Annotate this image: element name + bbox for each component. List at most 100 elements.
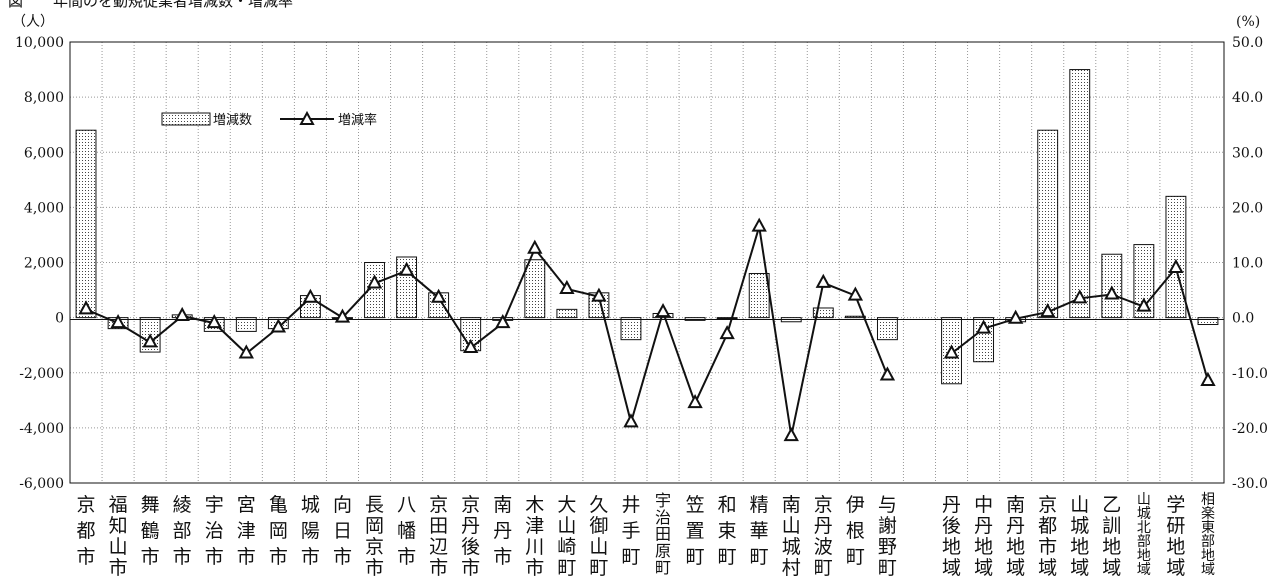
rate-marker — [398, 261, 415, 276]
x-tick-label: 与謝野町 — [878, 494, 897, 576]
y-left-tick-label: 2,000 — [24, 256, 64, 272]
x-tick-label: 舞鶴市 — [141, 494, 160, 568]
rate-marker — [270, 318, 287, 333]
rate-marker — [1072, 289, 1088, 304]
x-tick-label: 向日市 — [333, 494, 352, 568]
rate-marker — [1136, 297, 1152, 312]
x-tick-label: 城陽市 — [301, 494, 320, 568]
x-tick-label: 京都市 — [77, 494, 96, 568]
x-axis-labels: 京都市福知山市舞鶴市綾部市宇治市宮津市亀岡市城陽市向日市長岡京市八幡市京田辺市京… — [77, 491, 1215, 576]
rate-marker — [559, 279, 575, 294]
x-tick-label: 京丹波町 — [814, 494, 833, 576]
bar — [620, 317, 642, 341]
rate-marker — [238, 344, 254, 359]
x-tick-label: 南丹地域 — [1006, 494, 1025, 576]
x-tick-label: 笠置町 — [686, 494, 705, 568]
x-tick-label: 京田辺市 — [429, 494, 448, 576]
line-series — [78, 217, 1216, 442]
bar — [1165, 195, 1187, 319]
x-tick-label: 宮津市 — [237, 494, 256, 568]
x-tick-label: 乙訓地域 — [1102, 494, 1121, 576]
x-tick-label: 木津川市 — [525, 494, 544, 576]
x-tick-label: 相楽東部地域 — [1201, 492, 1215, 576]
rate-marker — [495, 314, 511, 329]
bar — [973, 317, 995, 363]
x-tick-label: 京丹後市 — [461, 494, 480, 576]
y-right-tick-label: 20.0 — [1232, 200, 1263, 216]
x-tick-label: 学研地域 — [1166, 494, 1185, 576]
x-tick-label: 長岡京市 — [365, 494, 384, 576]
rate-marker — [623, 413, 639, 428]
rate-marker — [366, 274, 383, 289]
rate-marker — [78, 300, 94, 315]
x-tick-label: 大山崎町 — [557, 494, 576, 576]
rate-marker — [302, 288, 319, 303]
y-right-tick-label: 50.0 — [1232, 35, 1263, 51]
x-tick-label: 南山城村 — [782, 494, 801, 576]
rate-marker — [463, 338, 479, 353]
rate-marker — [110, 314, 126, 329]
x-tick-label: 綾部市 — [173, 494, 192, 568]
plot-frame — [69, 41, 1225, 484]
bar — [235, 317, 257, 332]
bar — [748, 273, 770, 319]
legend: 増減数 増減率 — [161, 110, 377, 128]
rate-marker — [751, 217, 767, 232]
rate-marker — [430, 288, 447, 303]
rate-marker — [142, 333, 158, 348]
rate-marker — [879, 366, 896, 381]
bar — [812, 307, 834, 319]
bar — [1069, 69, 1091, 319]
rate-marker — [1200, 371, 1216, 387]
x-tick-label: 丹後地域 — [942, 494, 961, 576]
rate-marker — [687, 393, 703, 409]
bar — [556, 308, 578, 319]
rate-marker — [847, 286, 864, 301]
x-tick-label: 山城地域 — [1070, 494, 1089, 576]
rate-marker — [206, 314, 222, 329]
rate-marker — [1040, 303, 1056, 318]
x-tick-label: 山城北部地域 — [1137, 492, 1151, 576]
bar — [876, 317, 898, 341]
y-axis-left: 10,000 8,000 6,000 4,000 2,000 0 -2,000 -4,000 -… — [15, 35, 64, 492]
legend-line-label: 増減率 — [338, 112, 377, 128]
y-right-tick-label: 10.0 — [1232, 256, 1263, 272]
y-left-tick-label: 8,000 — [24, 90, 64, 106]
bar — [1037, 129, 1059, 319]
x-tick-label: 精華町 — [750, 494, 769, 568]
bar — [364, 262, 385, 319]
x-tick-label: 京都市域 — [1038, 494, 1057, 576]
x-tick-label: 宇治田原町 — [655, 491, 671, 576]
rate-marker — [943, 344, 960, 359]
rate-marker — [174, 306, 190, 321]
y-right-tick-label: -10.0 — [1232, 366, 1268, 382]
legend-triangle-marker — [299, 110, 315, 125]
y-right-tick-label: 40.0 — [1232, 90, 1263, 106]
y-right-unit: (%) — [1236, 14, 1260, 30]
legend-bar-swatch — [161, 112, 211, 126]
bar — [75, 129, 97, 319]
y-left-tick-label: 0 — [55, 311, 64, 327]
rate-marker — [527, 239, 543, 254]
y-right-tick-label: 30.0 — [1232, 145, 1263, 161]
rate-line — [85, 226, 889, 437]
x-tick-label: 南丹市 — [493, 494, 512, 568]
rate-marker — [1104, 285, 1120, 300]
x-tick-label: 和束町 — [718, 494, 737, 568]
x-tick-label: 福知山市 — [109, 494, 128, 576]
x-tick-label: 宇治市 — [205, 494, 224, 568]
y-left-tick-label: -6,000 — [19, 476, 64, 492]
y-right-tick-label: -30.0 — [1232, 476, 1268, 492]
rate-marker — [655, 303, 671, 318]
rate-marker — [591, 287, 607, 302]
rate-marker — [783, 427, 799, 442]
rate-marker — [334, 308, 351, 323]
x-tick-label: 伊根町 — [846, 494, 865, 568]
y-left-unit: （人） — [12, 14, 54, 30]
chart-title: 図 年間のを動規従業者増減数・増減率 — [8, 0, 293, 10]
legend-bar-label: 増減数 — [213, 112, 252, 128]
rate-marker — [1168, 258, 1184, 274]
bar — [716, 317, 738, 320]
x-tick-label: 亀岡市 — [269, 494, 288, 568]
